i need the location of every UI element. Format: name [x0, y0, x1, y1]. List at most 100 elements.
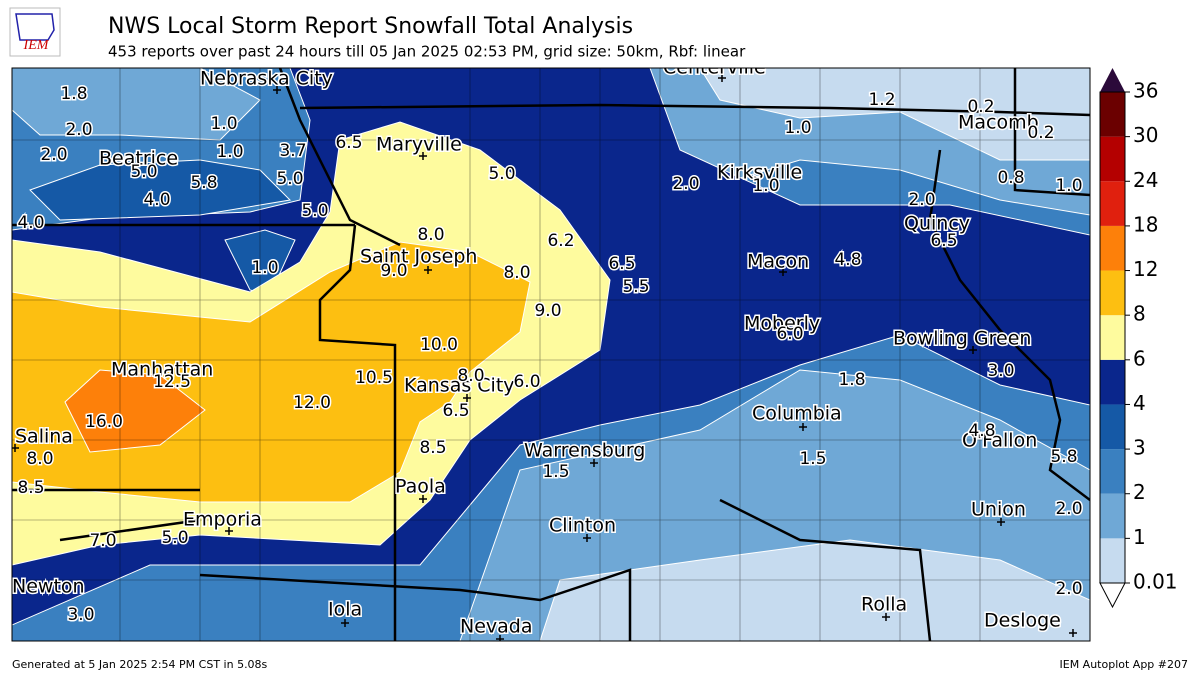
- snowfall-label: 2.0: [672, 174, 699, 194]
- city-label: Manhattan: [111, 359, 213, 381]
- map: Nebraska City Centerville Macomb Beatrice Ma…: [12, 57, 1090, 641]
- snowfall-label: 12.0: [293, 393, 331, 413]
- colorbar-tick-label: 3: [1133, 436, 1146, 460]
- colorbar-tick-label: 8: [1133, 302, 1146, 326]
- colorbar-tick-label: 12: [1133, 257, 1158, 281]
- footer-right: IEM Autoplot App #207: [1060, 658, 1189, 671]
- colorbar-tick-label: 30: [1133, 123, 1158, 147]
- colorbar-tick-label: 36: [1133, 79, 1158, 103]
- snowfall-labels: 1.8 2.0 1.0 0.2 1.2 1.0 0.2 2.0 1.0 3.7 6.5 5.0 5.8 5…: [16, 83, 1084, 627]
- snowfall-label: 5.5: [622, 277, 649, 297]
- snowfall-label: 8.5: [419, 438, 446, 458]
- city-marker: [969, 346, 977, 354]
- snowfall-label: 6.5: [608, 254, 635, 274]
- colorbar-tick-label: 4: [1133, 391, 1146, 415]
- colorbar-tick-label: 6: [1133, 346, 1146, 370]
- region: [699, 68, 1090, 161]
- logo-text: IEM: [23, 38, 50, 53]
- snowfall-label: 0.2: [967, 97, 994, 117]
- snowfall-label: 4.0: [143, 190, 170, 210]
- colorbar-tick-label: 24: [1133, 168, 1158, 192]
- snowfall-label: 1.0: [752, 176, 779, 196]
- colorbar-segment: [1100, 270, 1125, 316]
- cities: Nebraska City Centerville Macomb Beatrice Ma…: [12, 57, 1077, 641]
- snowfall-label: 6.0: [776, 324, 803, 344]
- city-marker: [779, 268, 787, 276]
- city-label: Beatrice: [99, 148, 178, 170]
- snowfall-label: 5.8: [190, 173, 217, 193]
- region: [539, 539, 1090, 641]
- colorbar-over: [1100, 68, 1125, 92]
- snowfall-label: 0.8: [997, 168, 1024, 188]
- colorbar-segment: [1100, 136, 1125, 182]
- snowfall-label: 2.0: [65, 120, 92, 140]
- snowfall-label: 1.8: [838, 370, 865, 390]
- snowfall-label: 8.0: [503, 263, 530, 283]
- state-borders: [12, 68, 1090, 641]
- snowfall-label: 1.0: [216, 142, 243, 162]
- snowfall-label: 1.0: [251, 258, 278, 278]
- city-label: O'Fallon: [962, 430, 1037, 452]
- snowfall-label: 2.0: [1055, 499, 1082, 519]
- city-label: Columbia: [752, 403, 842, 425]
- city-label: Nebraska City: [200, 68, 333, 90]
- city-label: Desloge: [984, 610, 1061, 632]
- colorbar-segment: [1100, 538, 1125, 583]
- colorbar-segment: [1100, 315, 1125, 360]
- colorbar-segment: [1100, 359, 1125, 405]
- city-marker: [419, 152, 427, 160]
- city-label: Macon: [747, 251, 809, 273]
- colorbar-segment: [1100, 449, 1125, 494]
- colorbar-under: [1099, 582, 1126, 609]
- city-marker: [590, 459, 598, 467]
- colorbar-tick-label: 0.01: [1133, 570, 1178, 594]
- city-label: Iola: [328, 599, 362, 621]
- city-marker: [882, 613, 890, 621]
- snowfall-label: 6.2: [547, 231, 574, 251]
- snowfall-label: 6.5: [442, 401, 469, 421]
- city-label: Saint Joseph: [360, 246, 477, 268]
- logo-shape: [15, 13, 55, 41]
- city-label: Nevada: [460, 616, 533, 638]
- snowfall-label: 9.0: [534, 301, 561, 321]
- region: [12, 68, 261, 141]
- city-label: Quincy: [904, 213, 970, 235]
- city-label: Salina: [15, 426, 73, 448]
- snowfall-label: 4.8: [968, 421, 995, 441]
- snowfall-label: 7.0: [89, 531, 116, 551]
- colorbar-tick-label: 18: [1133, 212, 1158, 236]
- colorbar-tick-label: 1: [1133, 525, 1146, 549]
- city-label: Paola: [395, 476, 446, 498]
- snowfall-label: 1.8: [60, 84, 87, 104]
- snowfall-label: 5.0: [276, 169, 303, 189]
- city-marker: [273, 86, 281, 94]
- snowfall-label: 1.0: [210, 114, 237, 134]
- city-marker: [419, 495, 427, 503]
- map-frame: [11, 67, 1091, 642]
- city-marker: [463, 394, 471, 402]
- snowfall-label: 6.5: [930, 231, 957, 251]
- snowfall-label: 6.5: [335, 133, 362, 153]
- snowfall-label: 8.5: [17, 478, 44, 498]
- city-label: Maryville: [376, 134, 462, 156]
- snowfall-label: 6.0: [513, 372, 540, 392]
- snowfall-label: 16.0: [85, 412, 123, 432]
- snowfall-label: 10.0: [420, 335, 458, 355]
- colorbar-frame: [1099, 91, 1126, 584]
- city-marker: [799, 423, 807, 431]
- region: [64, 369, 206, 453]
- city-label: Kirksville: [717, 162, 802, 184]
- snowfall-label: 2.0: [908, 190, 935, 210]
- city-label: Centerville: [663, 57, 766, 79]
- snowfall-label: 4.8: [834, 250, 861, 270]
- colorbar-tick-label: 2: [1133, 480, 1146, 504]
- snowfall-label: 8.0: [26, 449, 53, 469]
- county-lines: [12, 68, 1090, 641]
- city-marker: [997, 518, 1005, 526]
- snowfall-label: 5.0: [301, 201, 328, 221]
- city-marker: [583, 534, 591, 542]
- snowfall-label: 9.0: [380, 261, 407, 281]
- city-label: Bowling Green: [893, 328, 1031, 350]
- city-label: Emporia: [183, 509, 262, 531]
